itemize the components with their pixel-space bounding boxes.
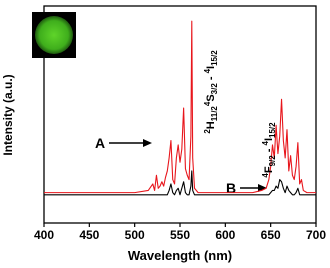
annotation-transition-green: 2H11/24S3/2 - 4I15/2 xyxy=(203,50,219,134)
x-tick-label: 550 xyxy=(170,228,190,242)
arrow-a-head xyxy=(143,139,152,147)
annotation-part: 4 xyxy=(203,68,212,73)
plot-frame xyxy=(43,5,317,224)
y-axis-label: Intensity (a.u.) xyxy=(1,74,15,155)
x-tick-label: 500 xyxy=(125,228,145,242)
inset-glow xyxy=(35,16,73,54)
annotation-part: 15/2 xyxy=(210,50,219,66)
annotation-part: 15/2 xyxy=(268,122,277,138)
x-tick-label: 650 xyxy=(261,228,281,242)
annotation-a: A xyxy=(95,135,105,151)
annotation-part: F xyxy=(263,166,275,173)
annotation-part: I xyxy=(205,66,217,69)
annotation-part: 4 xyxy=(261,141,270,146)
x-tick-label: 600 xyxy=(215,228,235,242)
series-line xyxy=(44,20,316,194)
annotation-b: B xyxy=(226,180,236,196)
annotation-part: - xyxy=(263,146,275,156)
annotation-part: 3/2 xyxy=(210,83,219,95)
annotation-part: I xyxy=(263,138,275,141)
annotation-part: 2 xyxy=(203,129,212,134)
x-tick-label: 700 xyxy=(306,228,326,242)
x-tick-label: 450 xyxy=(79,228,99,242)
x-tick-label: 400 xyxy=(34,228,54,242)
arrow-b-head xyxy=(258,184,267,192)
annotation-part: 11/2 xyxy=(210,106,219,122)
series-line xyxy=(44,170,316,196)
annotation-part: 9/2 xyxy=(268,155,277,167)
x-axis-label: Wavelength (nm) xyxy=(128,248,232,263)
annotation-part: - xyxy=(205,73,217,83)
annotation-transition-red: 4F9/2 - 4I15/2 xyxy=(261,122,277,178)
annotation-part: H xyxy=(205,121,217,129)
annotation-part: 4 xyxy=(203,101,212,106)
annotation-part: S xyxy=(205,94,217,101)
annotation-part: 4 xyxy=(261,173,270,178)
